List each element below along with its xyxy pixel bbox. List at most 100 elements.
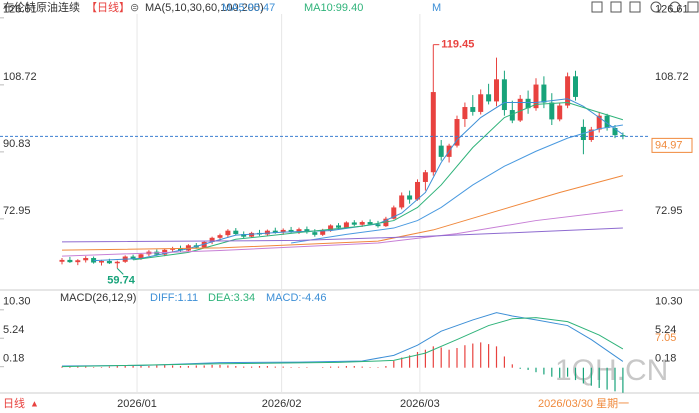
toolbar (591, 1, 699, 13)
candle-body (304, 229, 310, 233)
low-pointer (116, 268, 124, 275)
candle-body (343, 222, 349, 228)
y-tick-label: 0.18 (3, 353, 24, 365)
footer-period[interactable]: 日线 (3, 396, 25, 410)
candle-body (59, 259, 65, 262)
candle-body (604, 115, 610, 129)
macd-marker: 7.05 (655, 332, 676, 344)
candle-body (201, 241, 207, 248)
x-tick-label: 2026/01 (117, 398, 157, 410)
y-tick-label: 72.95 (655, 205, 683, 217)
candle-body (375, 224, 381, 227)
candle-body (138, 254, 144, 259)
candle-body (99, 261, 104, 263)
candle-body (75, 260, 81, 263)
title: 布伦特原油连续 (3, 0, 80, 14)
y-tick-label: 10.30 (655, 296, 683, 308)
ma-line (291, 124, 623, 244)
candle-body (407, 195, 413, 200)
candle-body (557, 105, 563, 120)
candle-body (225, 230, 231, 236)
candle-body (391, 207, 397, 219)
y-tick-label: 10.30 (3, 296, 31, 308)
candle-body (351, 222, 357, 225)
y-tick-label: 0.18 (655, 353, 676, 365)
candle-body (486, 94, 492, 102)
ma-line (61, 227, 623, 243)
ma-line (61, 209, 623, 257)
period-arrow[interactable]: ▲ (30, 398, 39, 408)
tool-icon[interactable] (650, 1, 662, 13)
x-tick-label: 2026/03 (400, 398, 440, 410)
candle-body (399, 195, 405, 208)
legend-entry: DIFF:1.11 (150, 292, 198, 304)
y-tick-label: 72.95 (3, 205, 31, 217)
candle-body (106, 261, 112, 264)
candle-body (241, 234, 247, 237)
candle-body (573, 76, 578, 97)
candle-body (233, 230, 239, 235)
candle-body (565, 76, 571, 106)
tool-icon[interactable] (610, 1, 622, 13)
candle-body (367, 222, 373, 225)
high-label: 119.45 (441, 39, 474, 51)
ma-line (61, 317, 624, 368)
candle-body (438, 145, 444, 157)
candle-body (620, 135, 626, 137)
ma-line (61, 312, 624, 367)
candle-body (470, 107, 476, 112)
candle-body (288, 229, 294, 232)
candle-body (525, 98, 531, 109)
tool-icon[interactable] (669, 1, 681, 13)
y-tick-label: 5.24 (3, 324, 24, 336)
y-tick-label: 108.72 (3, 71, 37, 83)
x-tick-label: 2026/02 (262, 398, 302, 410)
period[interactable]: 【日线】 (86, 0, 130, 14)
candle-body (336, 225, 341, 228)
candle-body (541, 84, 547, 103)
candle-body (454, 119, 460, 146)
candle-body (478, 94, 484, 112)
candle-body (312, 232, 318, 235)
candle-body (359, 222, 365, 225)
footer-date: 2026/03/30 星期一 (538, 397, 629, 410)
settings-icon[interactable]: ⊜ (130, 2, 139, 14)
candle-body (462, 107, 468, 120)
candle-body (494, 79, 499, 102)
candle-body (217, 235, 223, 238)
candle-body (549, 102, 555, 120)
candle-body (328, 225, 334, 231)
candle-body (430, 92, 436, 173)
candle-body (501, 79, 507, 111)
watermark: 1QH.CN (555, 354, 668, 387)
y-tick-label: 108.72 (655, 71, 689, 83)
tool-icon[interactable] (629, 1, 641, 13)
ma-label: MA(5,10,30,60,100,200) (145, 2, 264, 14)
last-price-box (651, 137, 693, 153)
ma-extra: M (432, 2, 441, 14)
candle-body (415, 181, 420, 200)
y-tick-label: 90.83 (3, 138, 31, 150)
candle-body (517, 98, 523, 121)
candle-body (114, 261, 120, 264)
tool-icon[interactable] (687, 1, 699, 13)
candle-body (83, 258, 89, 261)
candle-body (280, 229, 286, 233)
candle-body (612, 128, 618, 136)
ma-line (93, 98, 624, 262)
candle-body (264, 230, 270, 235)
macd-title: MACD(26,12,9) (60, 292, 136, 304)
candle-body (596, 115, 602, 130)
y-tick-label: 126.61 (3, 4, 37, 16)
candle-body (533, 84, 539, 109)
candle-body (130, 256, 136, 259)
tool-icon[interactable] (591, 1, 603, 13)
y-tick-label: 5.24 (655, 324, 676, 336)
candle-body (320, 230, 326, 235)
candle-body (249, 232, 255, 237)
candle-body (178, 248, 183, 251)
candle-body (67, 259, 73, 263)
legend-entry: DEA:3.34 (208, 292, 255, 304)
